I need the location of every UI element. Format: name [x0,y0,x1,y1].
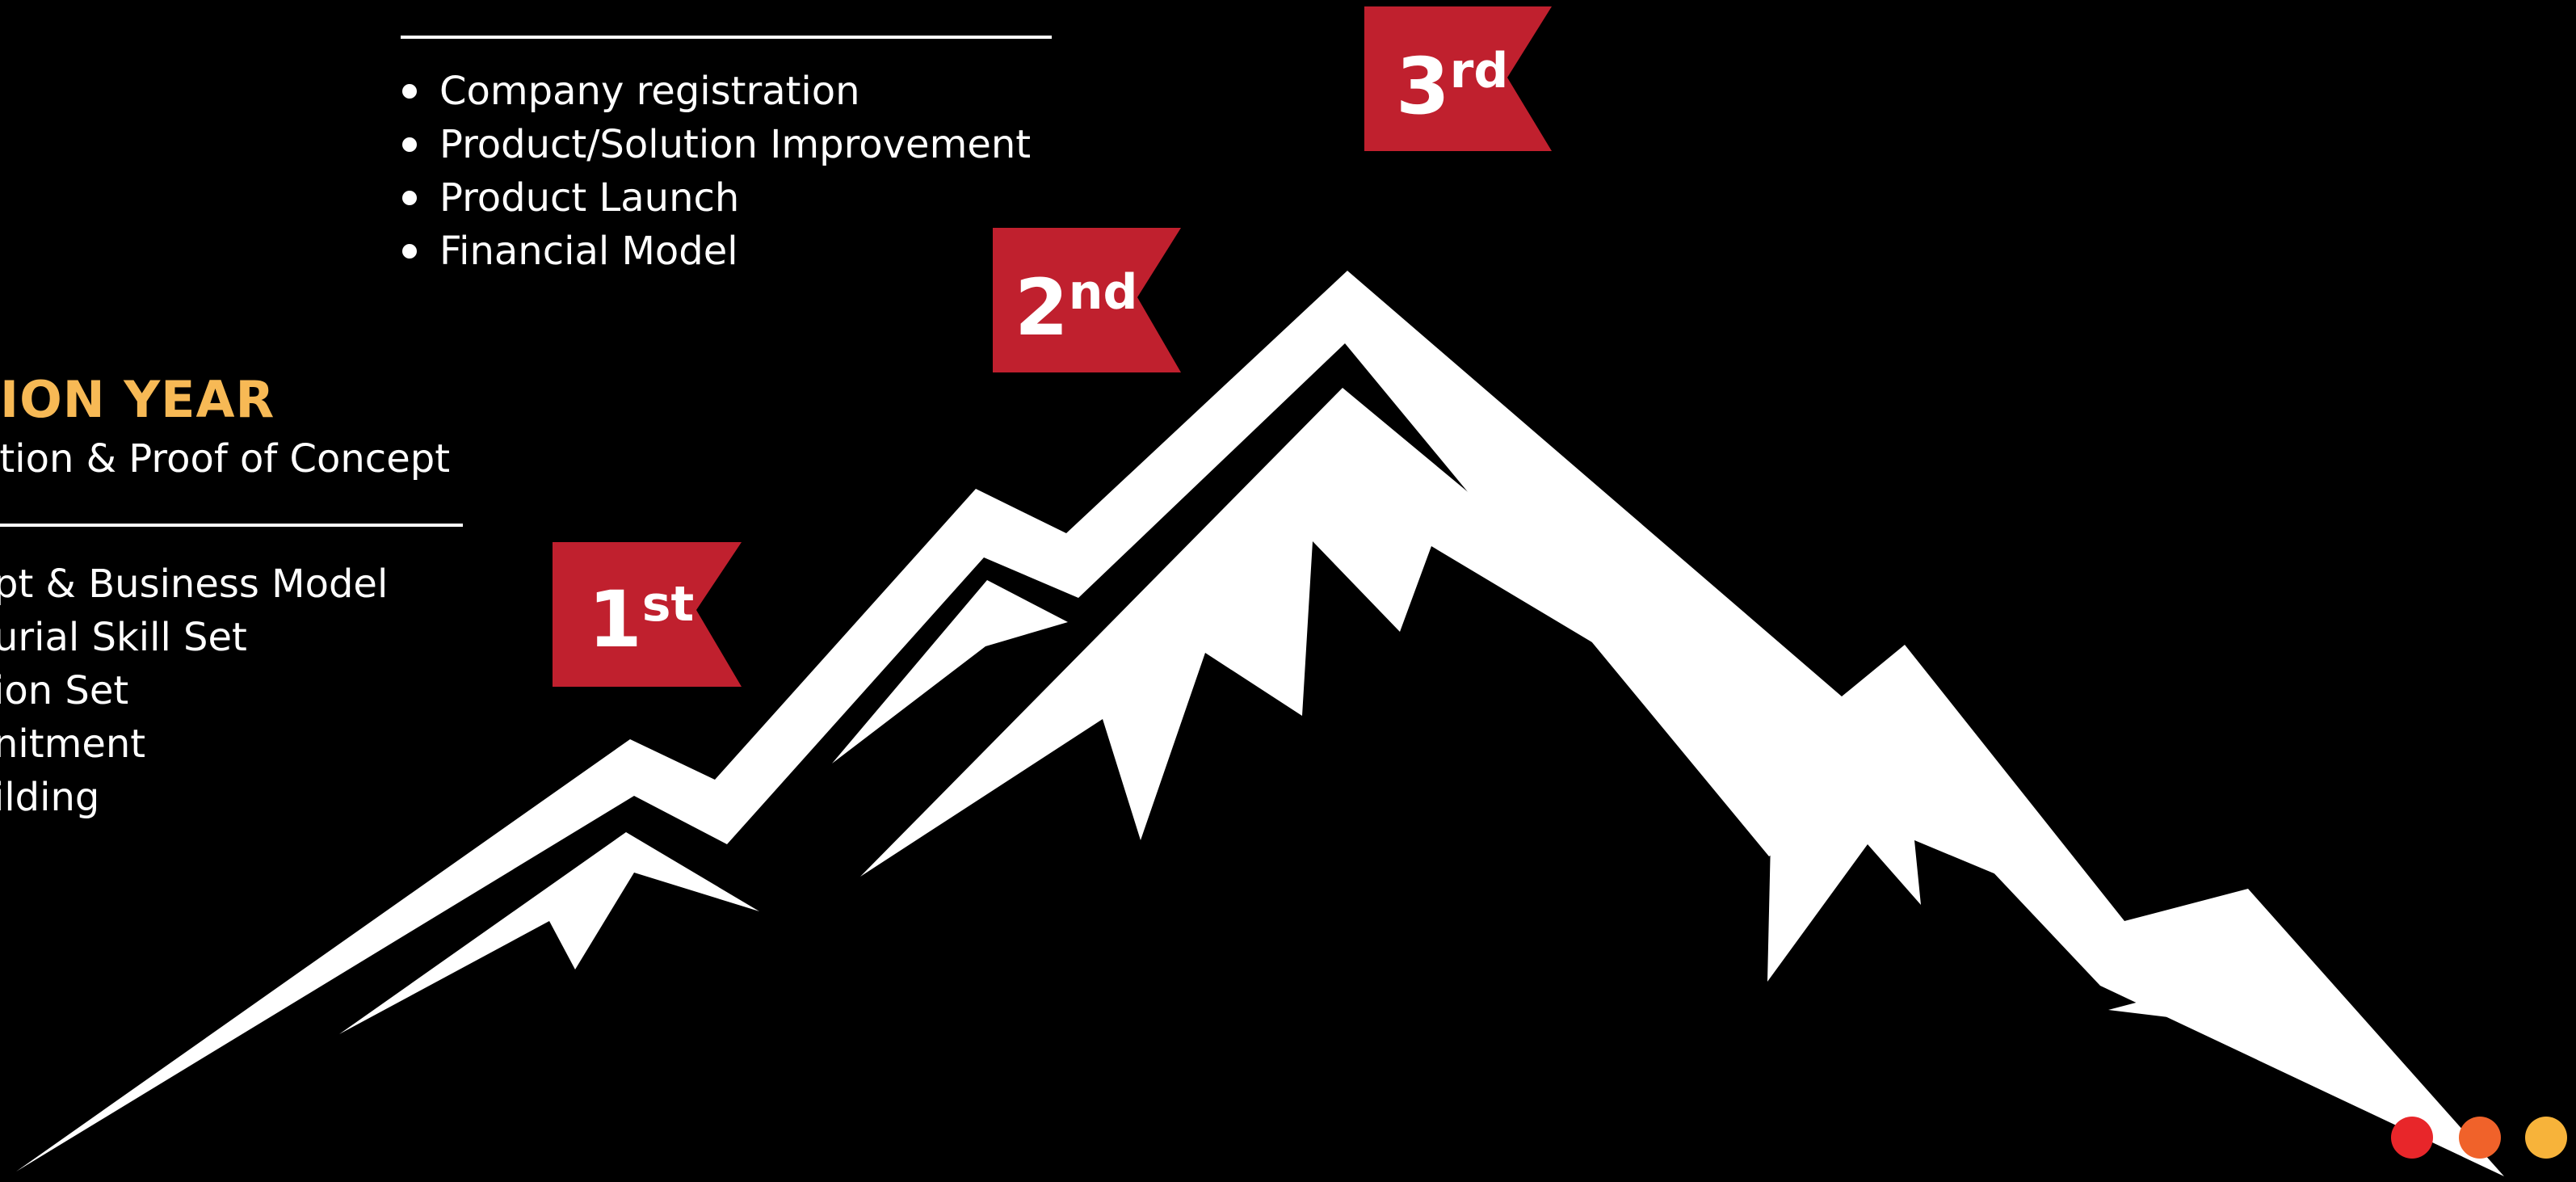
list-item: Product/Solution Improvement [401,118,1031,171]
flag-number: 2 [1015,263,1069,353]
ribbon-flag-icon [1364,6,1552,151]
list-item: nitment [0,721,146,767]
progress-dot-red [2391,1117,2433,1159]
mountain-central-peak [860,388,1795,877]
flag-3rd-label: 3rd [1396,47,1508,125]
left-milestone-list: pt & Business Model urial Skill Set ion … [0,557,388,824]
progress-dot-yellow [2525,1117,2567,1159]
flag-1st-label: 1st [588,580,694,658]
section-heading: ION YEAR [0,370,275,429]
top-divider [401,36,1052,39]
list-item: urial Skill Set [0,615,247,660]
section-subheading: ation & Proof of Concept [0,436,451,482]
flag-2nd-label: 2nd [1015,268,1137,347]
mountain-right-wedge [2108,978,2312,1071]
list-item: Product Launch [401,171,1031,225]
flag-suffix: st [641,576,695,633]
mountain-right-peak [1767,748,2002,982]
list-item: ion Set [0,668,129,713]
list-item: pt & Business Model [0,562,389,607]
left-divider [0,524,463,527]
ribbon-flag-icon [553,542,742,687]
flag-number: 1 [588,574,642,665]
ribbon-flag-icon [993,228,1181,372]
mountain-ridge [16,271,2504,1176]
flag-suffix: nd [1068,264,1138,321]
mountain-left-wedge [832,580,1068,763]
list-item: Financial Model [401,225,1031,278]
top-milestone-list: Company registration Product/Solution Im… [401,65,1031,278]
list-item: ilding [0,775,100,820]
flag-number: 3 [1396,41,1450,132]
flag-suffix: rd [1449,43,1509,99]
list-item: Company registration [401,65,1031,118]
progress-dot-orange [2459,1117,2501,1159]
